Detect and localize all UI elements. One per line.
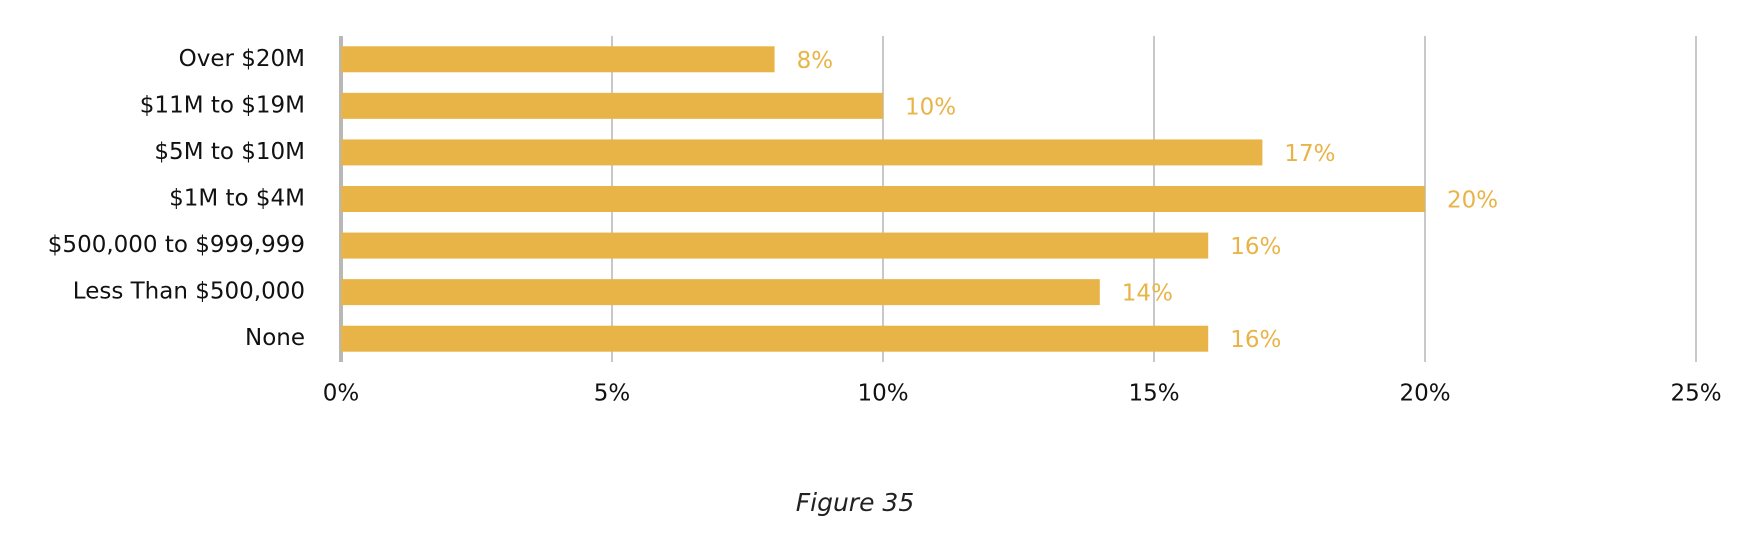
value-label: 8% [797, 48, 834, 74]
x-tick-label: 20% [1399, 381, 1450, 407]
x-tick-label: 25% [1670, 381, 1721, 407]
x-tick-label: 15% [1128, 381, 1179, 407]
y-tick-label: $500,000 to $999,999 [48, 232, 305, 258]
y-tick-label: $11M to $19M [140, 92, 305, 118]
value-label: 17% [1284, 141, 1335, 167]
bar [341, 92, 883, 119]
bar [341, 46, 775, 73]
x-tick-label: 5% [594, 381, 631, 407]
y-tick-label: Over $20M [179, 46, 305, 72]
value-label: 20% [1447, 188, 1498, 214]
bar [341, 325, 1209, 352]
value-label: 10% [905, 94, 956, 120]
x-tick-label: 0% [323, 381, 360, 407]
figure-caption: Figure 35 [796, 488, 914, 517]
y-tick-label: $1M to $4M [169, 186, 305, 212]
bar [341, 139, 1263, 166]
y-tick-label: Less Than $500,000 [73, 279, 305, 305]
bar [341, 186, 1425, 212]
value-label: 16% [1230, 234, 1281, 260]
value-label: 16% [1230, 327, 1281, 353]
x-tick-label: 10% [857, 381, 908, 407]
y-tick-label: None [245, 325, 305, 351]
value-label: 14% [1122, 281, 1173, 307]
y-tick-label: $5M to $10M [154, 139, 305, 165]
bar [341, 279, 1100, 306]
bar [341, 232, 1209, 259]
